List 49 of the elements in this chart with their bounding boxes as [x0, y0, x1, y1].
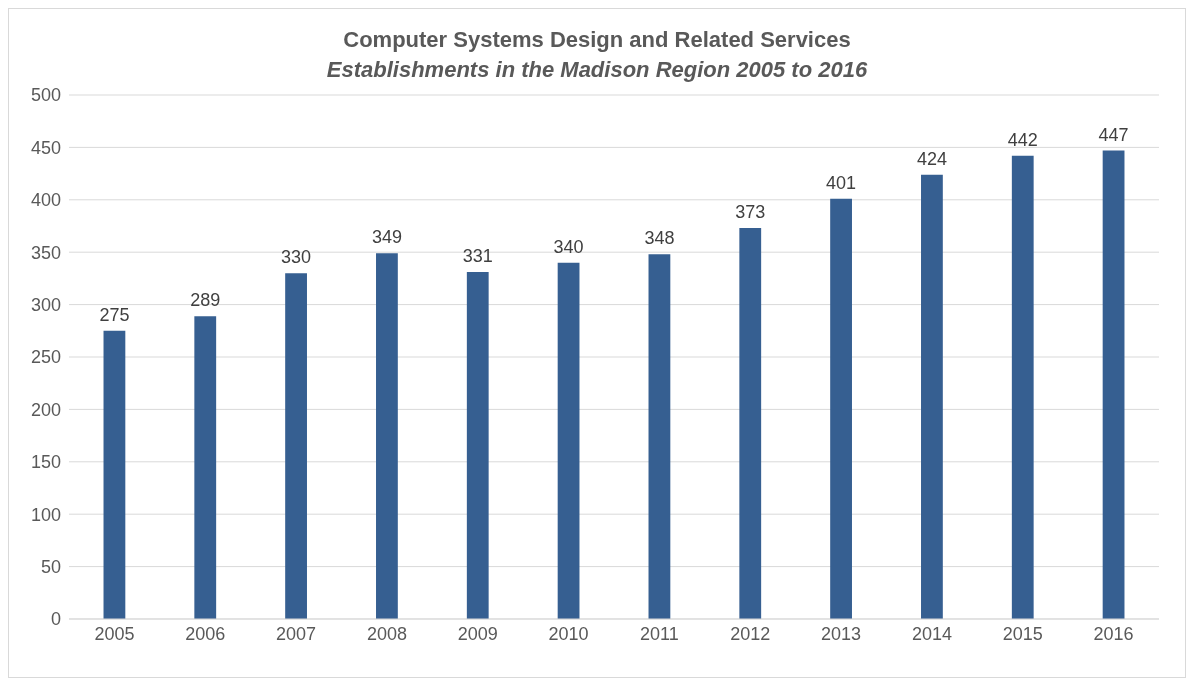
y-tick-label: 350 — [30, 242, 61, 263]
x-tick-label: 2009 — [457, 623, 498, 644]
data-label: 275 — [99, 304, 130, 325]
x-tick-label: 2008 — [366, 623, 407, 644]
bar — [739, 228, 762, 619]
y-tick-label: 150 — [30, 452, 61, 473]
x-tick-label: 2015 — [1002, 623, 1043, 644]
bar — [648, 254, 671, 619]
bar — [466, 272, 489, 619]
data-label: 442 — [1007, 129, 1038, 150]
data-label: 331 — [462, 246, 493, 267]
bar — [557, 262, 580, 619]
data-label: 289 — [190, 290, 221, 311]
y-tick-label: 250 — [30, 347, 61, 368]
data-label: 373 — [735, 202, 766, 223]
data-label: 424 — [916, 148, 947, 169]
x-tick-label: 2010 — [548, 623, 589, 644]
x-tick-label: 2005 — [94, 623, 135, 644]
data-label: 340 — [553, 236, 584, 257]
bar — [194, 316, 217, 619]
bar — [1011, 155, 1034, 619]
x-tick-label: 2007 — [276, 623, 317, 644]
bar — [103, 330, 126, 619]
bar — [1102, 150, 1125, 619]
data-label: 349 — [371, 227, 402, 248]
y-tick-label: 200 — [30, 399, 61, 420]
data-label: 348 — [644, 228, 675, 249]
x-tick-label: 2006 — [185, 623, 226, 644]
data-label: 401 — [826, 172, 857, 193]
bar — [921, 174, 943, 619]
y-tick-label: 0 — [50, 609, 61, 630]
chart-subtitle: Establishments in the Madison Region 2005 to 2016 — [325, 56, 869, 84]
x-tick-label: 2012 — [730, 623, 771, 644]
y-tick-label: 100 — [30, 504, 61, 525]
bar — [285, 273, 307, 619]
chart-title: Computer Systems Design and Related Services — [342, 26, 852, 54]
y-tick-label: 300 — [30, 294, 61, 315]
y-tick-label: 500 — [30, 85, 61, 106]
bar — [830, 198, 852, 619]
data-label: 330 — [281, 247, 312, 268]
x-tick-label: 2013 — [821, 623, 862, 644]
y-tick-label: 50 — [40, 556, 61, 577]
y-tick-label: 450 — [30, 137, 61, 158]
x-tick-label: 2016 — [1093, 623, 1134, 644]
x-tick-label: 2011 — [640, 623, 679, 644]
bar — [376, 253, 398, 619]
x-tick-label: 2014 — [911, 623, 952, 644]
y-tick-label: 400 — [30, 190, 61, 211]
data-label: 447 — [1098, 124, 1129, 145]
